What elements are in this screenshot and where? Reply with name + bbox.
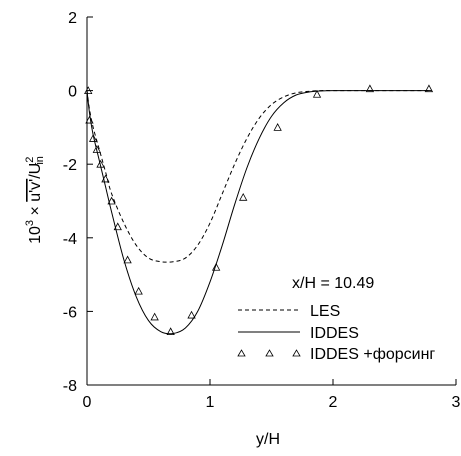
x-ticks: 0 1 2 3	[83, 379, 461, 411]
legend-iddes-forcing-swatch	[237, 349, 301, 357]
marker-iddes-forcing	[96, 159, 105, 168]
marker-iddes-forcing	[239, 192, 248, 201]
marker-iddes-forcing	[365, 84, 375, 93]
marker-iddes-forcing	[312, 89, 322, 98]
y-tick-label: -6	[63, 304, 77, 321]
marker-iddes-forcing	[166, 327, 175, 336]
legend-les-label: LES	[310, 303, 340, 320]
marker-iddes-forcing	[187, 310, 196, 319]
legend-iddes-forcing-label: IDDES +форсинг	[310, 346, 435, 363]
legend: LES IDDES IDDES +форсинг	[237, 303, 435, 363]
marker-iddes-forcing	[123, 255, 132, 264]
series-les-line	[86, 90, 432, 263]
y-axis-title-overline: u'v'	[27, 179, 44, 202]
marker-iddes-forcing	[134, 286, 143, 295]
y-axis-title-times: ×	[27, 202, 44, 220]
y-axis-title-rest-exp: 2	[24, 157, 36, 163]
x-tick-label: 0	[83, 394, 92, 411]
marker-iddes-forcing	[84, 86, 93, 94]
y-ticks: 2 0 -2 -4 -6 -8	[63, 10, 93, 395]
y-axis-title-prefix-exp: 3	[24, 220, 36, 226]
marker-iddes-forcing	[107, 196, 116, 205]
y-axis-title-prefix: 10	[27, 226, 44, 244]
marker-iddes-forcing	[85, 115, 94, 124]
x-axis-title: y/H	[256, 431, 280, 448]
y-axis-title: 103 × u'v'/U2in	[24, 156, 46, 244]
marker-iddes-forcing	[101, 174, 110, 183]
y-tick-label: 2	[68, 10, 77, 27]
marker-iddes-forcing	[92, 145, 102, 153]
svg-text:103 × u'v'/U2in: 103 × u'v'/U2in	[24, 156, 46, 244]
marker-iddes-forcing	[88, 134, 98, 142]
y-tick-label: -8	[63, 378, 77, 395]
series-iddes-forcing-markers	[84, 84, 434, 336]
series-iddes-line	[86, 90, 432, 335]
y-axis-title-rest-sub: in	[34, 156, 46, 165]
y-tick-label: 0	[68, 84, 77, 101]
marker-iddes-forcing	[424, 84, 434, 93]
y-tick-label: -2	[63, 157, 77, 174]
y-axis-title-rest: /U	[27, 163, 44, 179]
x-tick-label: 3	[452, 394, 461, 411]
marker-iddes-forcing	[150, 312, 159, 321]
x-tick-label: 2	[329, 394, 338, 411]
x-tick-label: 1	[206, 394, 215, 411]
marker-iddes-forcing	[273, 123, 282, 131]
marker-iddes-forcing	[211, 262, 221, 271]
y-tick-label: -4	[63, 231, 77, 248]
legend-iddes-label: IDDES	[310, 325, 359, 342]
annotation-x-h: x/H = 10.49	[292, 275, 374, 292]
marker-iddes-forcing	[113, 222, 122, 231]
